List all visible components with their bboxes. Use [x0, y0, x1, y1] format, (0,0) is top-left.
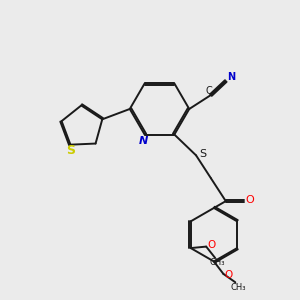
Text: N: N: [139, 136, 148, 146]
Text: O: O: [207, 240, 216, 250]
Text: O: O: [246, 195, 254, 205]
Text: O: O: [225, 270, 233, 280]
Text: S: S: [199, 148, 206, 159]
Text: CH₃: CH₃: [210, 258, 225, 267]
Text: CH₃: CH₃: [230, 283, 246, 292]
Text: S: S: [66, 144, 75, 157]
Text: N: N: [227, 73, 235, 82]
Text: C: C: [206, 86, 212, 96]
